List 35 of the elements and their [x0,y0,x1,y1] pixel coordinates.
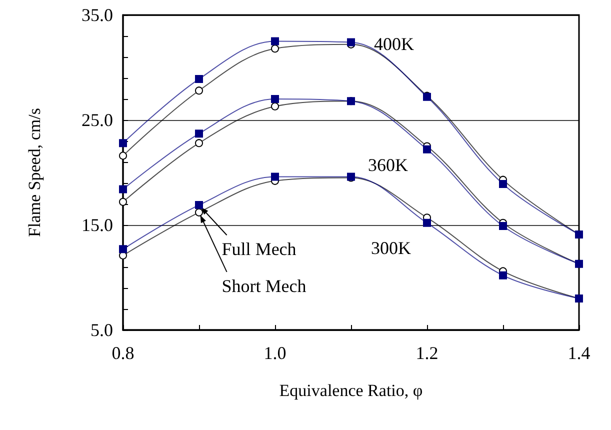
point [195,130,203,138]
x-tick-label: 1.2 [416,343,438,363]
annotation: 300K [371,238,411,258]
x-tick-label: 0.8 [112,343,134,363]
y-axis-title: Flame Speed, cm/s [25,108,44,237]
point [271,172,279,181]
point [271,37,279,46]
y-tick-label: 35.0 [82,5,113,25]
point [423,218,431,227]
point [271,95,279,103]
x-axis-title: Equivalence Ratio, φ [279,381,423,400]
point [119,152,127,160]
x-tick-label: 1.0 [264,343,286,363]
y-tick-label: 15.0 [82,215,113,235]
point [195,201,203,210]
point [499,222,507,230]
point [195,208,203,216]
point [195,139,203,148]
annotation: Short Mech [222,276,306,296]
y-tick-label: 25.0 [82,110,113,130]
point [119,139,127,148]
point [271,44,279,53]
point [271,102,279,110]
point [195,86,203,95]
point [195,75,203,84]
point [423,145,431,154]
x-tick-label: 1.4 [568,343,590,363]
point [499,271,507,280]
point [119,185,127,194]
point [499,180,507,188]
annotation: 360K [368,155,408,175]
annotation: 400K [374,34,414,54]
point [119,245,127,254]
annotation: Full Mech [222,239,296,260]
y-tick-label: 5.0 [90,320,113,340]
